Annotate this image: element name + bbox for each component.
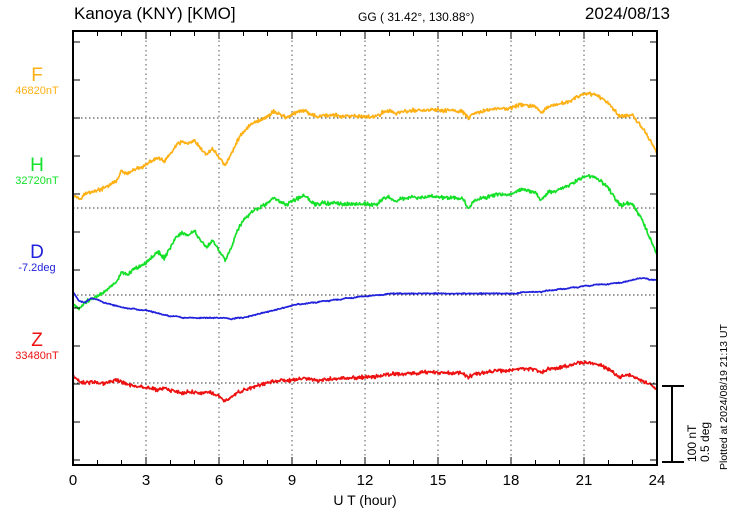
observation-date: 2024/08/13 bbox=[584, 4, 670, 23]
scale-bar-label: 100 nT 0.5 deg bbox=[685, 421, 712, 462]
component-letter-z: Z bbox=[31, 330, 43, 351]
x-tick-label: 24 bbox=[649, 472, 666, 489]
scale-bar-deg: 0.5 deg bbox=[698, 421, 712, 462]
plot-frame bbox=[72, 30, 658, 466]
plotted-timestamp: Plotted at 2024/08/19 21:13 UT bbox=[718, 324, 730, 470]
component-label-z: Z 33480nT bbox=[4, 331, 70, 363]
x-tick-label: 18 bbox=[503, 472, 520, 489]
x-tick-label: 0 bbox=[69, 472, 77, 489]
component-label-f: F 46820nT bbox=[4, 66, 70, 98]
x-tick-label: 21 bbox=[576, 472, 593, 489]
geographic-coordinates: GG ( 31.42°, 130.88°) bbox=[358, 10, 475, 24]
data-traces bbox=[72, 91, 658, 403]
component-letter-f: F bbox=[31, 65, 43, 86]
component-baseline-f: 46820nT bbox=[15, 85, 59, 97]
component-label-d: D -7.2deg bbox=[4, 243, 70, 275]
x-tick-labels: 0 3 6 9 12 15 18 21 24 bbox=[69, 472, 666, 489]
component-baseline-z: 33480nT bbox=[15, 350, 59, 362]
gridlines bbox=[145, 31, 585, 465]
scale-bar bbox=[662, 385, 684, 463]
component-baseline-h: 32720nT bbox=[15, 175, 59, 187]
x-tick-label: 6 bbox=[215, 472, 223, 489]
x-tick-label: 12 bbox=[357, 472, 374, 489]
component-letter-d: D bbox=[30, 242, 44, 263]
x-tick-label: 9 bbox=[288, 472, 296, 489]
component-label-h: H 32720nT bbox=[4, 156, 70, 188]
x-axis-title: U T (hour) bbox=[333, 492, 397, 508]
station-title: Kanoya (KNY) [KMO] bbox=[74, 4, 236, 23]
x-tick-label: 15 bbox=[430, 472, 447, 489]
component-letter-h: H bbox=[30, 155, 44, 176]
x-tick-label: 3 bbox=[142, 472, 150, 489]
component-baseline-d: -7.2deg bbox=[18, 262, 56, 274]
